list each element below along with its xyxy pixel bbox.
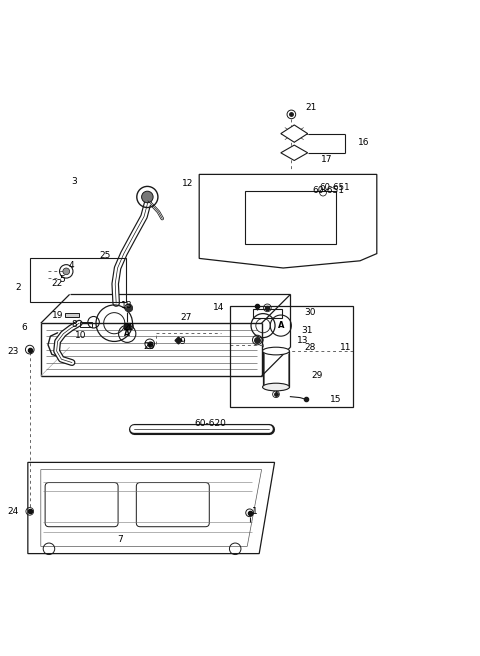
Ellipse shape [263, 347, 289, 355]
Text: 13: 13 [297, 337, 308, 346]
Text: 28: 28 [304, 342, 315, 352]
Ellipse shape [263, 383, 289, 391]
Bar [80, 322, 92, 327]
Text: 21: 21 [305, 103, 317, 112]
Text: 22: 22 [51, 279, 62, 288]
Text: 15: 15 [330, 394, 342, 403]
Text: 7: 7 [117, 535, 123, 544]
Text: 18: 18 [121, 301, 133, 310]
Polygon shape [281, 145, 308, 161]
Circle shape [142, 191, 153, 203]
Text: 20: 20 [123, 323, 134, 331]
Text: 24: 24 [8, 507, 19, 516]
Text: 27: 27 [180, 313, 192, 322]
Text: 2: 2 [15, 283, 21, 292]
Bar [230, 306, 353, 407]
Text: 31: 31 [301, 326, 313, 335]
Text: 5: 5 [60, 276, 65, 285]
Polygon shape [281, 125, 308, 142]
Text: 29: 29 [311, 371, 323, 380]
Text: 11: 11 [340, 342, 351, 352]
Text: 4: 4 [68, 261, 74, 270]
Bar [253, 309, 282, 318]
Text: A: A [277, 321, 284, 330]
Text: 16: 16 [358, 138, 370, 147]
Circle shape [63, 268, 70, 275]
Text: 14: 14 [213, 303, 224, 312]
Text: 1: 1 [252, 507, 257, 516]
Text: 26: 26 [143, 342, 155, 351]
Text: 9: 9 [180, 337, 185, 346]
Text: 60-651: 60-651 [319, 183, 350, 192]
Bar [30, 258, 126, 302]
Text: 12: 12 [181, 178, 193, 188]
Bar [263, 351, 289, 387]
Bar [245, 191, 336, 244]
Text: 30: 30 [304, 308, 315, 317]
Text: 8: 8 [72, 319, 77, 329]
Text: 23: 23 [8, 346, 19, 356]
Text: 60-620: 60-620 [194, 419, 226, 428]
Text: 25: 25 [99, 251, 110, 260]
Text: 6: 6 [21, 323, 27, 333]
Text: 19: 19 [52, 310, 63, 319]
Text: 3: 3 [72, 177, 77, 186]
Bar [65, 313, 79, 318]
Text: 60-651: 60-651 [313, 186, 345, 195]
Text: A: A [124, 329, 130, 338]
Text: 17: 17 [321, 155, 332, 163]
Text: 10: 10 [75, 331, 86, 340]
